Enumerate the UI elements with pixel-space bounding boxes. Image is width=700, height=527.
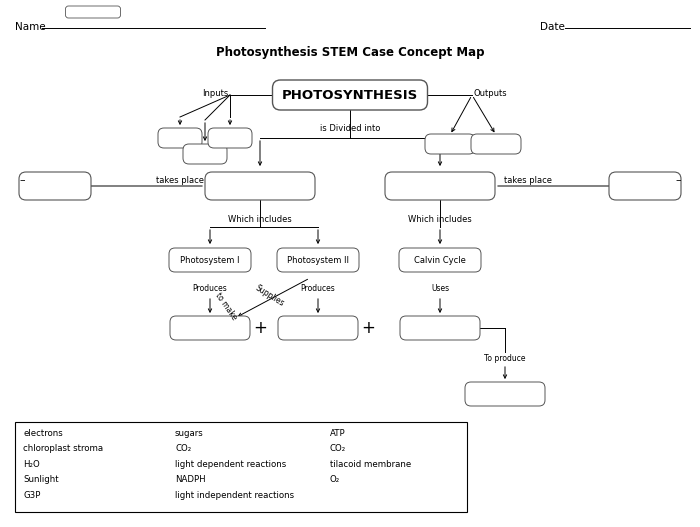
Text: +: + xyxy=(361,319,375,337)
Text: NADPH: NADPH xyxy=(175,475,206,484)
Text: Supplies: Supplies xyxy=(254,284,286,308)
Text: Inputs: Inputs xyxy=(202,89,228,98)
FancyBboxPatch shape xyxy=(158,128,202,148)
Text: sugars: sugars xyxy=(175,428,204,437)
Text: H₂O: H₂O xyxy=(23,460,40,469)
FancyBboxPatch shape xyxy=(205,172,315,200)
Text: Date: Date xyxy=(540,22,565,32)
FancyBboxPatch shape xyxy=(208,128,252,148)
FancyBboxPatch shape xyxy=(277,248,359,272)
FancyBboxPatch shape xyxy=(183,144,227,164)
FancyBboxPatch shape xyxy=(66,6,120,18)
Text: Which includes: Which includes xyxy=(228,214,292,223)
Text: +: + xyxy=(253,319,267,337)
FancyBboxPatch shape xyxy=(169,248,251,272)
FancyBboxPatch shape xyxy=(385,172,495,200)
FancyBboxPatch shape xyxy=(272,80,428,110)
Text: to make: to make xyxy=(214,291,239,321)
FancyBboxPatch shape xyxy=(400,316,480,340)
FancyBboxPatch shape xyxy=(399,248,481,272)
Text: tilacoid membrane: tilacoid membrane xyxy=(330,460,412,469)
Text: is Divided into: is Divided into xyxy=(320,123,380,132)
Text: Which includes: Which includes xyxy=(408,214,472,223)
Text: CO₂: CO₂ xyxy=(330,444,346,453)
Text: light dependent reactions: light dependent reactions xyxy=(175,460,286,469)
Text: G3P: G3P xyxy=(23,491,41,500)
Text: electrons: electrons xyxy=(23,428,63,437)
Text: –: – xyxy=(676,175,681,185)
Text: CO₂: CO₂ xyxy=(175,444,191,453)
FancyBboxPatch shape xyxy=(278,316,358,340)
Text: chloroplast stroma: chloroplast stroma xyxy=(23,444,103,453)
Text: Photosynthesis STEM Case Concept Map: Photosynthesis STEM Case Concept Map xyxy=(216,45,484,58)
Text: PHOTOSYNTHESIS: PHOTOSYNTHESIS xyxy=(282,89,418,102)
Text: Calvin Cycle: Calvin Cycle xyxy=(414,256,466,265)
Text: Photosystem II: Photosystem II xyxy=(287,256,349,265)
FancyBboxPatch shape xyxy=(19,172,91,200)
FancyBboxPatch shape xyxy=(609,172,681,200)
FancyBboxPatch shape xyxy=(170,316,250,340)
FancyBboxPatch shape xyxy=(465,382,545,406)
Text: O₂: O₂ xyxy=(330,475,340,484)
Text: takes place: takes place xyxy=(156,175,204,184)
Text: Outputs: Outputs xyxy=(474,89,508,98)
Text: –: – xyxy=(19,175,24,185)
Text: Photosystem I: Photosystem I xyxy=(181,256,239,265)
FancyBboxPatch shape xyxy=(471,134,521,154)
Text: Produces: Produces xyxy=(193,284,228,292)
Text: Sunlight: Sunlight xyxy=(23,475,59,484)
Text: takes place: takes place xyxy=(504,175,552,184)
FancyBboxPatch shape xyxy=(15,422,467,512)
Text: To produce: To produce xyxy=(484,354,526,363)
Text: Uses: Uses xyxy=(431,284,449,292)
Text: light independent reactions: light independent reactions xyxy=(175,491,294,500)
Text: Produces: Produces xyxy=(300,284,335,292)
Text: Name: Name xyxy=(15,22,46,32)
Text: ATP: ATP xyxy=(330,428,346,437)
FancyBboxPatch shape xyxy=(425,134,475,154)
